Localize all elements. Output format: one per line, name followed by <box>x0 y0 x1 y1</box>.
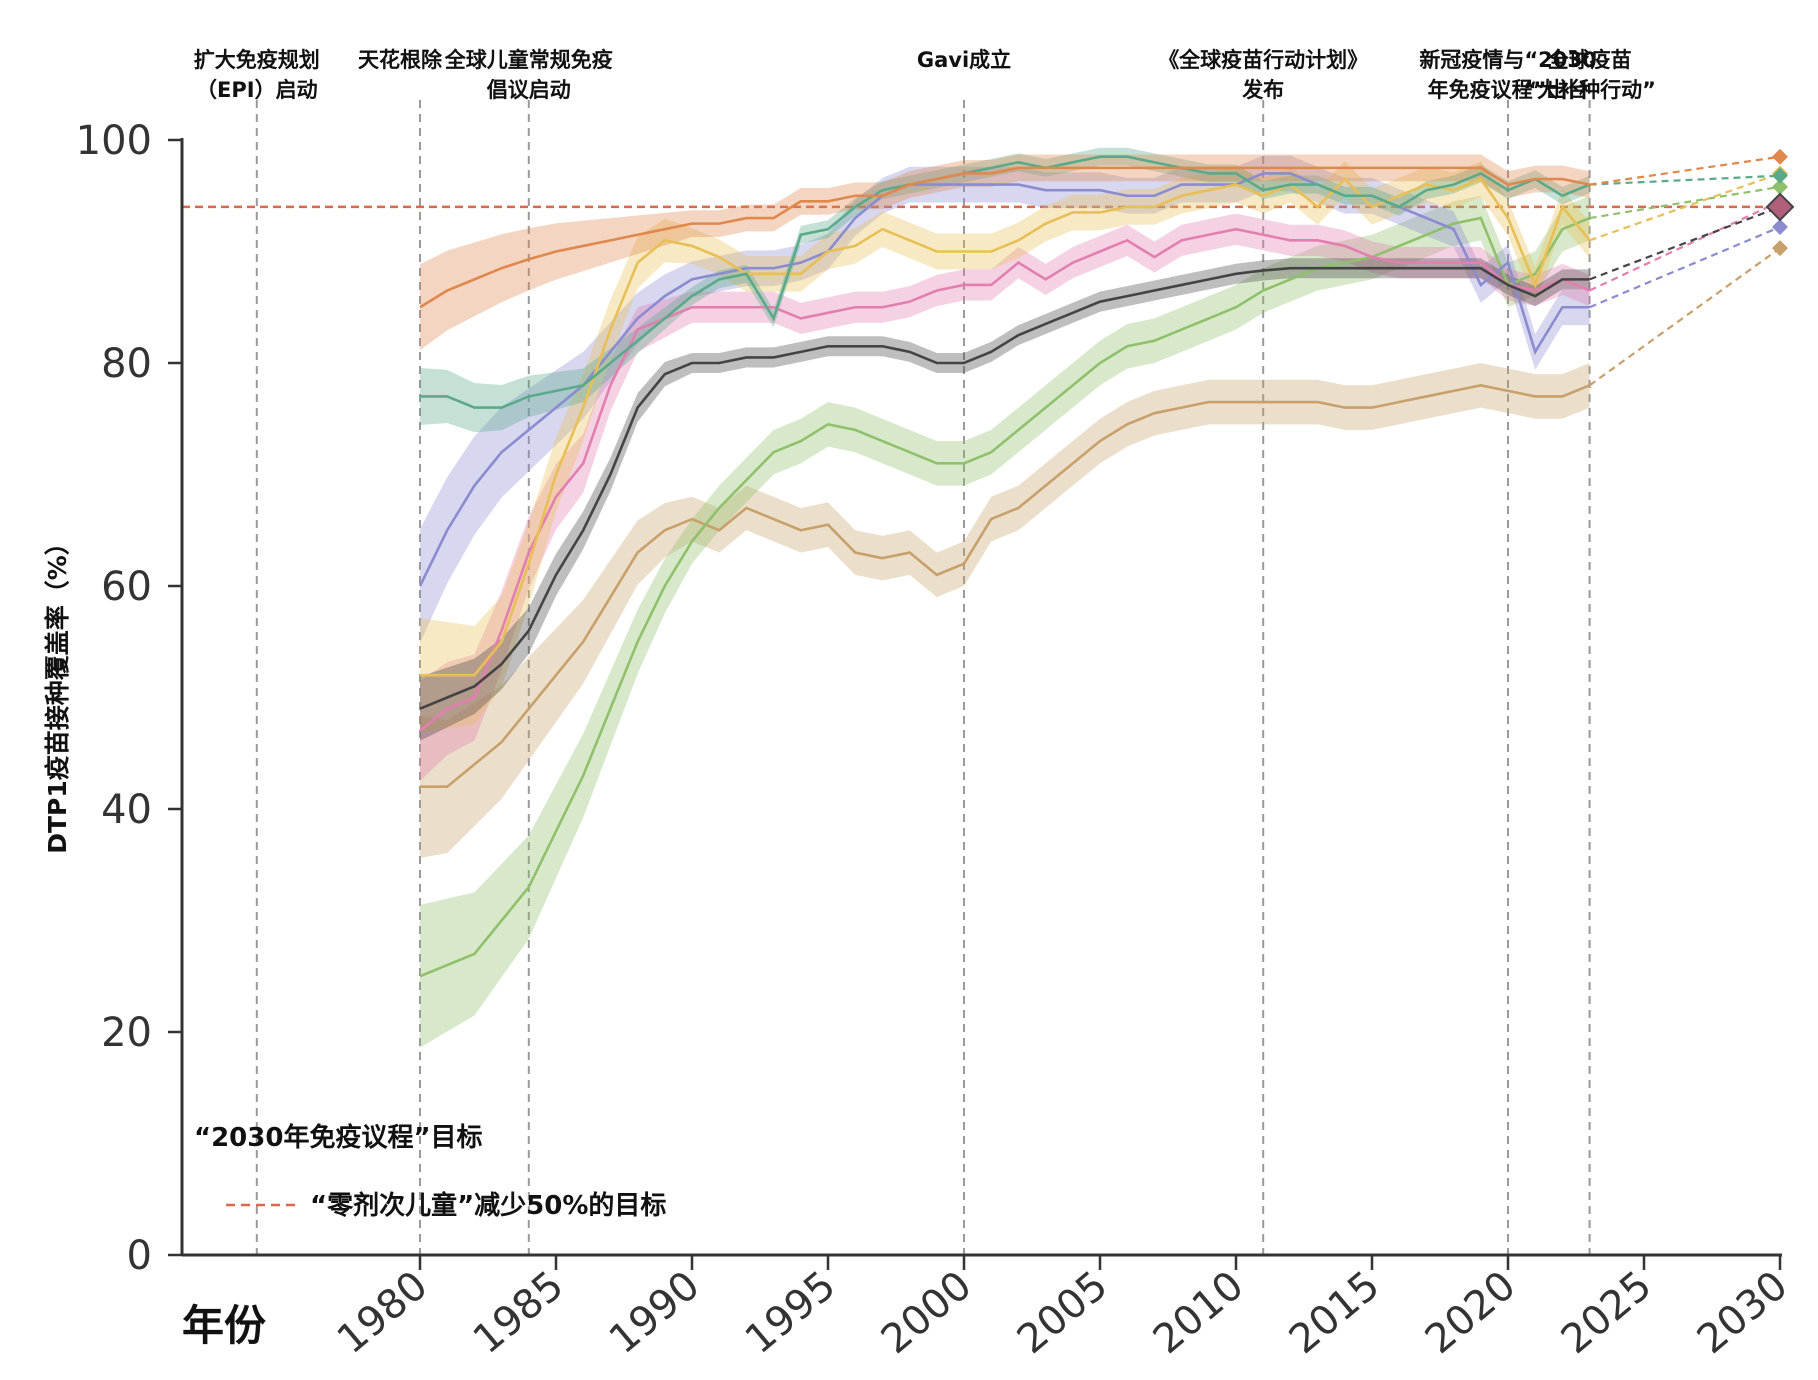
x-axis-label: 年份 <box>182 1301 266 1350</box>
series-line <box>420 177 1591 677</box>
x-ticks: 1980 1985 1990 1995 2000 2005 2010 2015 2020 2025… <box>329 1255 1797 1363</box>
confidence-bands <box>420 147 1590 1048</box>
series-band <box>420 155 1590 644</box>
projection-line <box>1589 205 1781 281</box>
x-tick-label: 2020 <box>1417 1262 1525 1363</box>
legend: “2030年免疫议程”目标 “零剂次儿童”减少50%的目标 <box>194 1122 666 1221</box>
target-diamond <box>1772 178 1788 195</box>
event-label: “大补种行动” <box>1523 78 1656 102</box>
x-tick-label: 2015 <box>1281 1262 1389 1363</box>
legend-item-label: “零剂次儿童”减少50%的目标 <box>310 1190 666 1221</box>
event-label: 扩大免疫规划 <box>194 48 320 72</box>
series-line <box>420 155 1591 409</box>
target-diamond <box>1772 218 1788 235</box>
axes <box>180 138 1782 1257</box>
event-label: 天花根除 <box>358 48 443 72</box>
projection-line <box>1589 225 1781 309</box>
y-tick-label: 40 <box>101 787 152 833</box>
event-label: 全球疫苗 <box>1547 48 1632 72</box>
event-label: 年免疫议程”出台 <box>1428 78 1589 102</box>
series-band <box>420 154 1590 351</box>
series-band <box>420 195 1590 1048</box>
target-diamond <box>1772 167 1788 184</box>
series-line <box>419 166 1590 309</box>
global-target-diamond <box>1765 192 1795 222</box>
x-tick-label: 1980 <box>329 1262 437 1363</box>
series-line <box>420 383 1591 789</box>
x-tick-label: 2010 <box>1145 1262 1253 1363</box>
event-label: （EPI）启动 <box>196 78 318 102</box>
y-axis-label: DTP1疫苗接种覆盖率（%） <box>43 530 72 854</box>
projection-line <box>1589 200 1781 292</box>
x-tick-label: 1990 <box>601 1262 709 1363</box>
projection-line <box>1589 185 1781 220</box>
x-tick-label: 2005 <box>1009 1262 1117 1363</box>
projection-line <box>1588 247 1781 387</box>
target-diamond <box>1772 148 1788 165</box>
y-tick-label: 20 <box>101 1010 152 1056</box>
series-line <box>419 227 1591 732</box>
target-diamond <box>1772 240 1788 257</box>
series-line <box>419 216 1591 978</box>
event-label: Gavi成立 <box>917 48 1011 72</box>
x-tick-label: 2030 <box>1689 1262 1797 1363</box>
x-tick-label: 2025 <box>1553 1262 1661 1363</box>
x-tick-label: 1995 <box>737 1262 845 1363</box>
event-label: 《全球疫苗行动计划》 <box>1158 48 1368 72</box>
event-label: 新冠疫情与“2030 <box>1419 48 1596 72</box>
y-tick-label: 80 <box>101 341 152 387</box>
event-label: 全球儿童常规免疫 <box>444 48 613 72</box>
projection-line <box>1589 172 1781 242</box>
y-ticks: 0 20 40 60 80 100 <box>76 118 182 1279</box>
y-tick-label: 60 <box>101 564 152 610</box>
series-line <box>419 266 1590 710</box>
legend-title: “2030年免疫议程”目标 <box>194 1122 483 1153</box>
projection-lines <box>1588 148 1795 387</box>
x-tick-label: 1985 <box>465 1262 573 1363</box>
y-tick-label: 0 <box>127 1233 152 1279</box>
x-tick-label: 2000 <box>873 1262 981 1363</box>
event-label: 倡议启动 <box>487 78 571 102</box>
coverage-series-lines <box>418 155 1591 978</box>
event-label: 发布 <box>1241 78 1284 102</box>
y-tick-label: 100 <box>76 118 152 164</box>
projection-line <box>1589 155 1781 186</box>
projection-line <box>1589 174 1781 186</box>
